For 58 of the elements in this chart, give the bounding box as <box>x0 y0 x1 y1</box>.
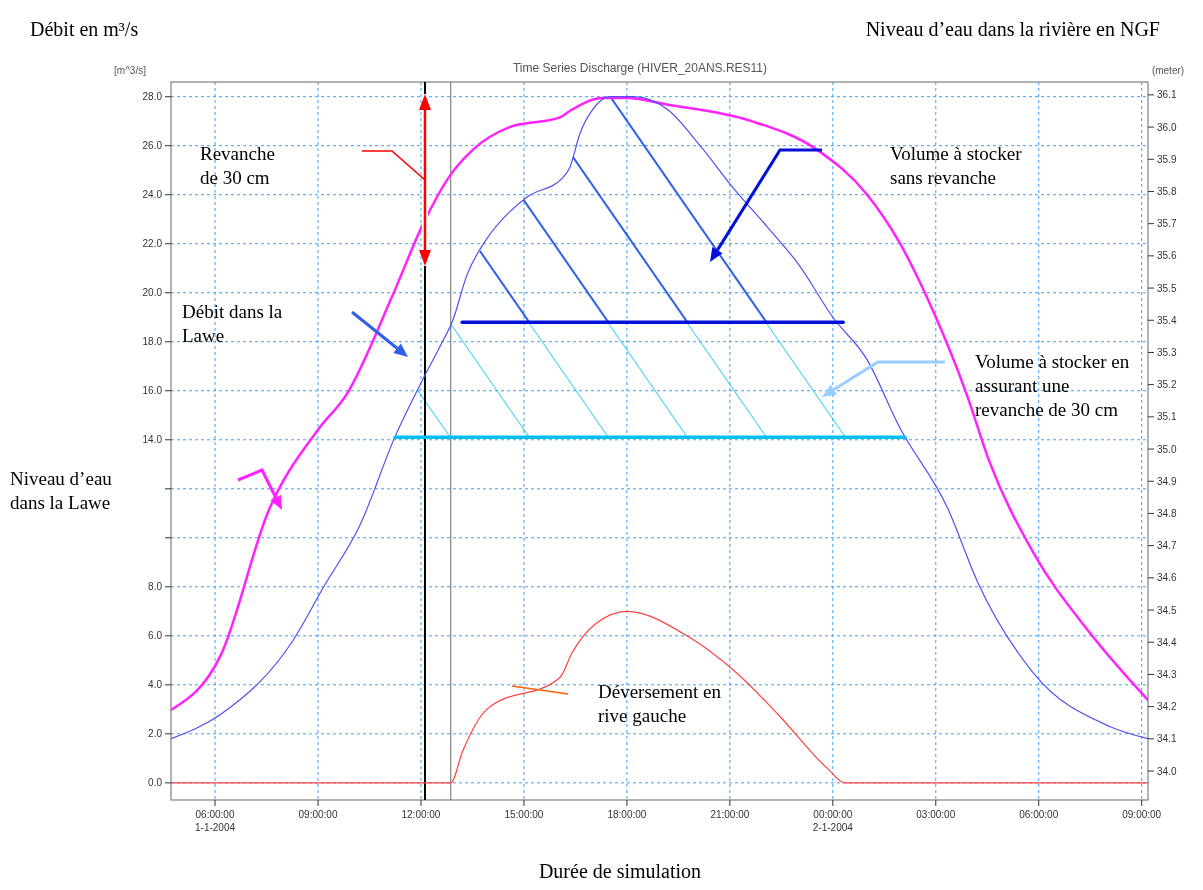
text: (meter) <box>1151 65 1185 76</box>
y2-tick-label: 34.9 <box>1157 475 1177 487</box>
y2-tick-label: 35.4 <box>1157 314 1177 326</box>
y-axis-title: Débit en m³/s <box>30 18 139 40</box>
y2-tick-label: 34.3 <box>1157 668 1177 680</box>
x-axis-title: Durée de simulation <box>538 860 702 882</box>
y2-tick-label: 34.7 <box>1157 540 1177 552</box>
y2-tick-label: 35.9 <box>1157 153 1177 165</box>
y2-tick-label: 35.7 <box>1157 218 1177 230</box>
y-tick-label: 24.0 <box>142 189 163 201</box>
y2-tick-label: 34.1 <box>1157 733 1177 745</box>
text: [m^3/s] <box>114 65 147 76</box>
y-tick-label: 20.0 <box>142 287 163 299</box>
annotation: Revanche de 30 cm <box>200 143 275 188</box>
y2-tick-label: 35.3 <box>1157 346 1177 358</box>
annotation: Déversement en rive gauche <box>598 681 722 726</box>
x-tick-label: 06:00:00 <box>1019 809 1059 820</box>
y2-axis-title: Niveau d’eau dans la rivière en NGF <box>865 18 1160 40</box>
y2-tick-label: 35.2 <box>1157 379 1177 391</box>
x-tick-label: 15:00:00 <box>504 809 544 820</box>
x-tick-label: 00:00:00 2-1-2004 <box>812 809 854 833</box>
y2-tick-label: 35.0 <box>1157 443 1177 455</box>
x-tick-label: 12:00:00 <box>401 809 441 820</box>
x-tick-label: 18:00:00 <box>607 809 647 820</box>
x-tick-label: 03:00:00 <box>916 809 956 820</box>
y-tick-label: 6.0 <box>148 630 163 642</box>
y2-tick-label: 35.1 <box>1157 411 1177 423</box>
annotation: Volume à stocker en assurant une revanche de 30 cm <box>975 351 1130 420</box>
y2-tick-label: 34.5 <box>1157 604 1177 616</box>
y2-tick-label: 36.1 <box>1157 89 1177 101</box>
x-tick-label: 09:00:00 <box>1122 809 1162 820</box>
chart-title: Time Series Discharge (HIVER_20ANS.RES11) <box>512 61 768 75</box>
y-tick-label: 26.0 <box>142 140 163 152</box>
x-tick-label: 06:00:00 1-1-2004 <box>195 809 236 833</box>
y2-tick-label: 35.8 <box>1157 185 1177 197</box>
y2-tick-label: 35.5 <box>1157 282 1177 294</box>
text: Niveau d’eau dans la Lawe <box>10 468 113 513</box>
y-tick-label: 8.0 <box>148 581 163 593</box>
y-tick-label: 0.0 <box>148 777 163 789</box>
y-tick-label: 2.0 <box>148 728 163 740</box>
x-tick-label: 09:00:00 <box>298 809 338 820</box>
y2-tick-label: 35.6 <box>1157 250 1177 262</box>
y2-tick-label: 34.6 <box>1157 572 1177 584</box>
y2-tick-label: 34.8 <box>1157 507 1177 519</box>
line-series <box>171 610 1148 784</box>
y-tick-label: 18.0 <box>142 336 163 348</box>
y2-tick-label: 34.2 <box>1157 701 1177 713</box>
y-tick-label: 16.0 <box>142 385 163 397</box>
y-tick-label: 22.0 <box>142 238 163 250</box>
annotation: Débit dans la Lawe <box>182 301 283 346</box>
y2-tick-label: 36.0 <box>1157 121 1177 133</box>
y2-tick-label: 34.0 <box>1157 765 1177 777</box>
y-tick-label: 4.0 <box>148 679 163 691</box>
y-tick-label: 14.0 <box>142 434 163 446</box>
y2-tick-label: 34.4 <box>1157 636 1177 648</box>
y-tick-label: 28.0 <box>142 91 163 103</box>
annotation: Volume à stocker sans revanche <box>890 143 1023 188</box>
x-tick-label: 21:00:00 <box>710 809 750 820</box>
